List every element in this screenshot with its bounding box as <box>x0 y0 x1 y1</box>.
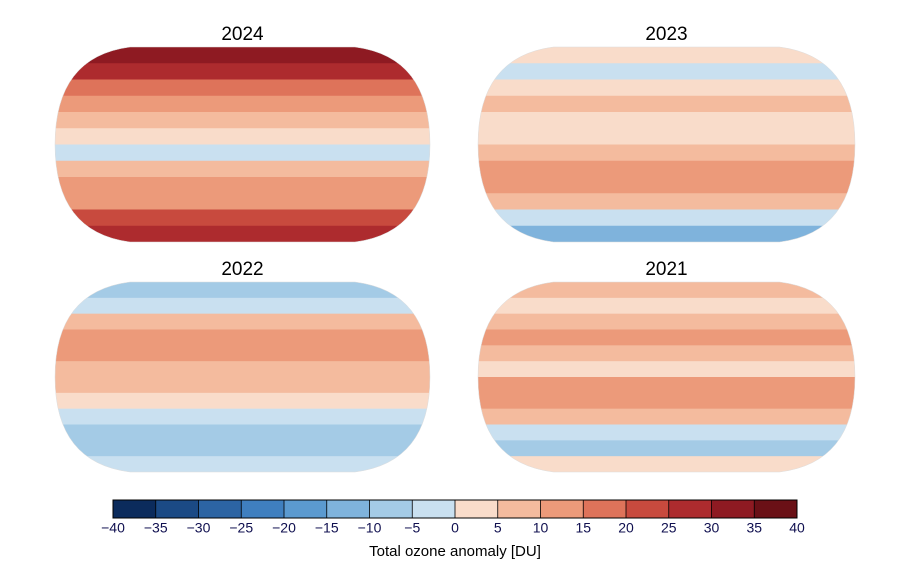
panel-title: 2023 <box>645 24 687 45</box>
latitude-band <box>55 456 430 472</box>
latitude-band <box>55 329 430 346</box>
latitude-band <box>478 408 855 425</box>
colorbar-bin <box>284 500 327 518</box>
colorbar-bin <box>369 500 413 518</box>
latitude-band <box>55 160 430 178</box>
latitude-band <box>55 297 430 315</box>
panel-title: 2021 <box>645 259 687 280</box>
latitude-band <box>478 63 855 80</box>
latitude-band <box>55 177 430 194</box>
latitude-band <box>478 329 855 346</box>
colorbar-tick-label: 40 <box>789 520 805 536</box>
colorbar-bin <box>113 500 156 518</box>
colorbar-bin <box>754 500 797 518</box>
map-panel <box>55 282 430 472</box>
latitude-band <box>478 361 855 378</box>
latitude-band <box>55 440 430 457</box>
latitude-band <box>478 128 855 145</box>
colorbar-label: Total ozone anomaly [DU] <box>369 543 541 560</box>
map-panel <box>478 282 855 472</box>
colorbar-tick-label: 15 <box>575 520 591 536</box>
map-outline <box>54 46 431 243</box>
latitude-band <box>478 297 855 315</box>
latitude-band <box>55 313 430 330</box>
colorbar-bin <box>198 500 242 518</box>
colorbar-tick-label: −15 <box>315 520 339 536</box>
latitude-band <box>55 345 430 362</box>
latitude-band <box>55 408 430 425</box>
colorbar-tick-label: −25 <box>229 520 253 536</box>
latitude-band <box>55 361 430 378</box>
latitude-band <box>478 112 855 129</box>
latitude-band <box>55 424 430 441</box>
latitude-band <box>55 63 430 80</box>
map-outline <box>477 281 856 473</box>
colorbar-bin <box>626 500 669 518</box>
colorbar-tick-label: 0 <box>451 520 459 536</box>
map-outline <box>477 46 856 243</box>
map-outline <box>54 281 431 473</box>
latitude-band <box>478 282 855 299</box>
latitude-band <box>478 177 855 194</box>
panel-title: 2022 <box>221 259 263 280</box>
colorbar-bin <box>497 500 541 518</box>
colorbar-bin <box>711 500 755 518</box>
latitude-band <box>55 377 430 394</box>
latitude-band <box>478 377 855 394</box>
colorbar-tick-label: 25 <box>661 520 677 536</box>
latitude-band <box>55 79 430 97</box>
colorbar-tick-label: −30 <box>187 520 211 536</box>
latitude-band <box>55 193 430 210</box>
latitude-band <box>478 225 855 242</box>
colorbar-tick-label: 5 <box>494 520 502 536</box>
latitude-band <box>478 424 855 441</box>
latitude-band <box>478 456 855 472</box>
latitude-band <box>478 392 855 410</box>
latitude-band <box>478 345 855 362</box>
colorbar-tick-label: −20 <box>272 520 296 536</box>
latitude-band <box>55 95 430 113</box>
latitude-band <box>478 313 855 330</box>
colorbar-bin <box>412 500 455 518</box>
latitude-band <box>55 128 430 145</box>
colorbar-tick-label: −10 <box>358 520 382 536</box>
latitude-band <box>478 95 855 113</box>
latitude-band <box>55 112 430 129</box>
colorbar-bin <box>540 500 584 518</box>
colorbar-tick-label: 10 <box>533 520 549 536</box>
colorbar-tick-label: 35 <box>746 520 762 536</box>
colorbar-tick-label: −5 <box>404 520 420 536</box>
latitude-band <box>478 440 855 457</box>
latitude-band <box>478 209 855 227</box>
latitude-band <box>478 47 855 64</box>
colorbar-bin <box>326 500 370 518</box>
colorbar-tick-label: −40 <box>101 520 125 536</box>
latitude-band <box>55 392 430 410</box>
colorbar-tick-label: 20 <box>618 520 634 536</box>
latitude-band <box>55 47 430 64</box>
colorbar-bin <box>668 500 712 518</box>
colorbar-bin <box>155 500 199 518</box>
map-panel <box>55 47 430 242</box>
colorbar-tick-label: 30 <box>704 520 720 536</box>
colorbar-bin <box>241 500 284 518</box>
map-panel <box>478 47 855 242</box>
latitude-band <box>55 209 430 227</box>
latitude-band <box>55 144 430 162</box>
panel-title: 2024 <box>221 24 264 45</box>
latitude-band <box>55 282 430 299</box>
colorbar-bin <box>455 500 498 518</box>
latitude-band <box>478 79 855 97</box>
colorbar-tick-label: −35 <box>144 520 168 536</box>
colorbar-bin <box>583 500 626 518</box>
latitude-band <box>478 144 855 162</box>
latitude-band <box>478 193 855 210</box>
latitude-band <box>478 160 855 178</box>
latitude-band <box>55 225 430 242</box>
